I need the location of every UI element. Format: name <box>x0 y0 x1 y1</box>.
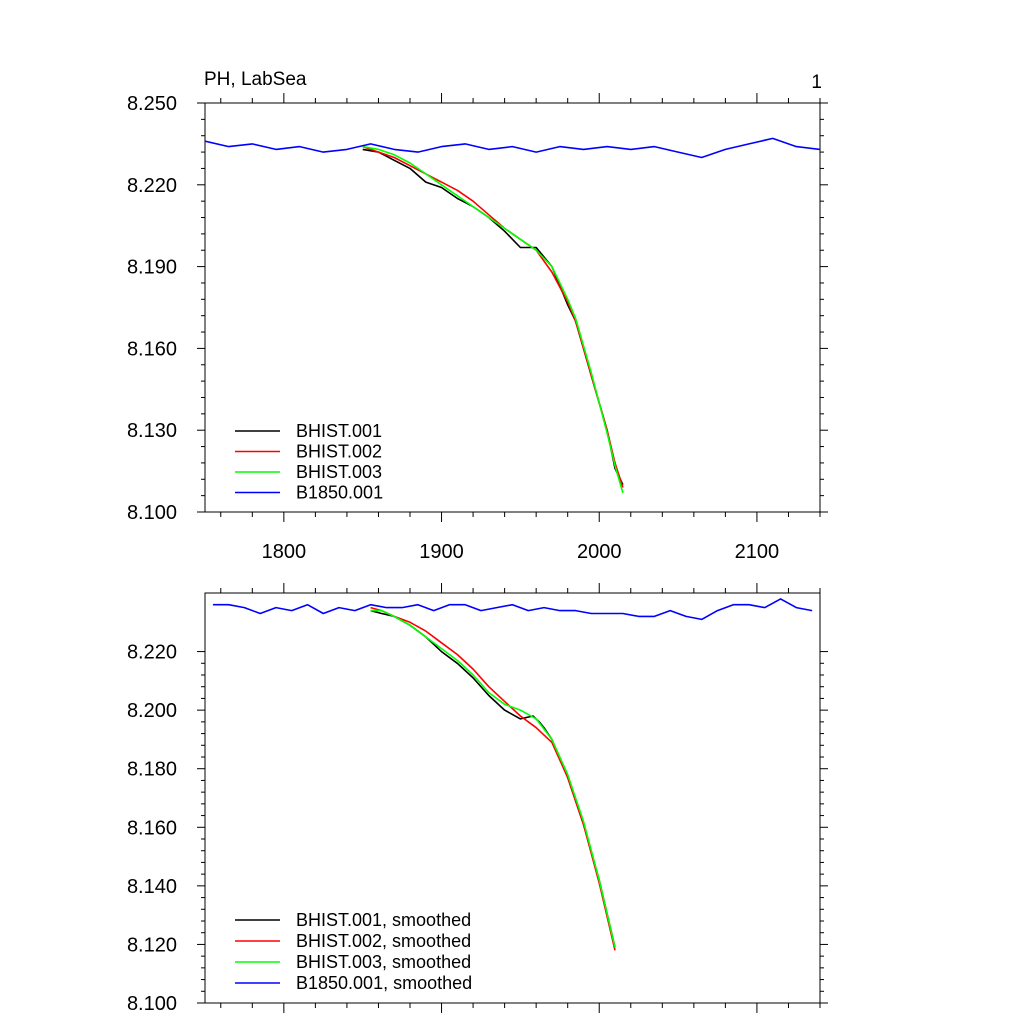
legend-label: BHIST.001 <box>296 421 382 441</box>
y-tick-label: 8.220 <box>127 642 177 664</box>
y-tick-label: 8.120 <box>127 934 177 956</box>
y-tick-label: 8.180 <box>127 759 177 781</box>
y-tick-label: 8.100 <box>127 502 177 524</box>
panel-number-label: 1 <box>811 72 822 93</box>
top-panel-pH-raw: PH, LabSea 1 8.100 8.130 8.160 8.190 8.220 8.… <box>127 69 828 563</box>
series-line-b1850-001-smoothed <box>212 598 813 621</box>
series-line-bhist-003-smoothed <box>370 609 616 948</box>
x-tick-label: 2100 <box>735 541 780 563</box>
series-line-b1850-001 <box>205 137 820 159</box>
legend-label: BHIST.002 <box>296 442 382 462</box>
legend-label: BHIST.003 <box>296 462 382 482</box>
legend-label: BHIST.001, smoothed <box>296 910 471 930</box>
series-line-bhist-001-smoothed <box>370 609 616 948</box>
series-line-bhist-003 <box>362 145 624 494</box>
chart-title: PH, LabSea <box>204 69 307 90</box>
legend-label: BHIST.002, smoothed <box>296 931 471 951</box>
y-tick-label: 8.100 <box>127 993 177 1015</box>
plot-frame <box>204 592 821 1004</box>
y-tick-label: 8.160 <box>127 338 177 360</box>
y-tick-label: 8.200 <box>127 700 177 722</box>
y-tick-label: 8.250 <box>127 93 177 115</box>
y-tick-label: 8.190 <box>127 257 177 279</box>
legend-label: BHIST.003, smoothed <box>296 952 471 972</box>
series-line-bhist-002-smoothed <box>370 606 616 951</box>
y-tick-label: 8.160 <box>127 817 177 839</box>
y-tick-label: 8.140 <box>127 876 177 898</box>
bottom-panel-pH-smoothed: 8.100 8.120 8.140 8.160 8.180 8.200 8.220 BHIST… <box>127 583 828 1015</box>
x-tick-label: 2000 <box>577 541 622 563</box>
series-line-bhist-001 <box>362 148 624 486</box>
plot-frame <box>204 102 821 513</box>
legend-label: B1850.001 <box>296 483 383 503</box>
legend-label: B1850.001, smoothed <box>296 973 472 993</box>
y-tick-label: 8.130 <box>127 420 177 442</box>
series-line-bhist-002 <box>362 145 624 488</box>
x-tick-label: 1800 <box>262 541 307 563</box>
x-tick-label: 1900 <box>419 541 464 563</box>
y-tick-label: 8.220 <box>127 175 177 197</box>
